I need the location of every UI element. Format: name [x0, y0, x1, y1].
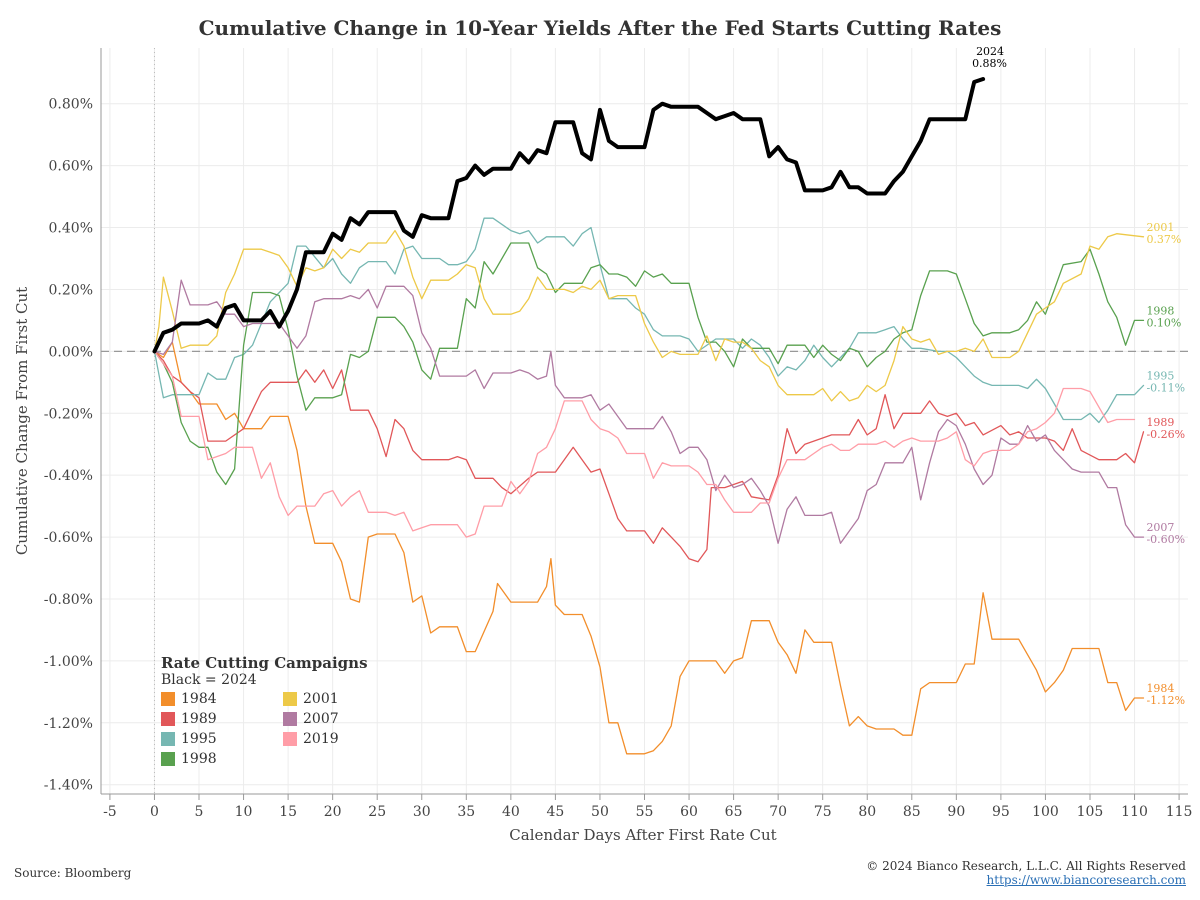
y-axis-title: Cumulative Change From First Cut [13, 287, 31, 555]
end-label-value-1984: -1.12% [1146, 694, 1185, 707]
x-tick-label: 30 [413, 804, 431, 820]
legend-label: 1984 [181, 691, 217, 707]
axes: -5 0 5 10 15 20 25 30 35 40 45 50 55 60 65 70 75 80 85 90 95… [44, 48, 1193, 820]
x-tick-label: 70 [769, 804, 787, 820]
x-tick-label: 15 [279, 804, 297, 820]
end-label-year-2024: 2024 [976, 45, 1004, 58]
y-tick-label: 0.20% [49, 282, 93, 298]
legend-items: 1984 2001 1989 2007 1995 2019 1998 [161, 690, 383, 768]
x-axis-title: Calendar Days After First Rate Cut [509, 826, 776, 844]
chart-title: Cumulative Change in 10-Year Yields Afte… [198, 16, 1002, 40]
legend-swatch [283, 732, 297, 746]
end-label-value-2001: 0.37% [1146, 233, 1181, 246]
x-tick-label: 110 [1121, 804, 1148, 820]
end-label-year-1998: 1998 [1146, 304, 1174, 317]
x-tick-label: 20 [324, 804, 342, 820]
legend-label: 2001 [303, 691, 339, 707]
legend-swatch [283, 692, 297, 706]
x-tick-label: 25 [368, 804, 386, 820]
x-tick-label: 105 [1077, 804, 1104, 820]
gridlines [101, 48, 1188, 794]
y-tick-label: -0.80% [44, 592, 93, 608]
end-label-value-1989: -0.26% [1146, 428, 1185, 441]
y-tick-label: 0.60% [49, 159, 93, 175]
legend-label: 1995 [181, 731, 217, 747]
end-label-year-2001: 2001 [1146, 221, 1174, 234]
y-tick-label: 0.40% [49, 221, 93, 237]
series-line-1989 [153, 350, 1145, 563]
legend-item-1984: 1984 [161, 690, 283, 708]
end-label-year-1984: 1984 [1146, 682, 1174, 695]
legend-swatch [161, 752, 175, 766]
series-line-2019 [153, 350, 1136, 538]
x-tick-label: 60 [680, 804, 698, 820]
y-tick-label: -0.40% [44, 468, 93, 484]
legend-title: Rate Cutting Campaigns [161, 654, 368, 672]
legend-item-1998: 1998 [161, 750, 283, 768]
series-line-2024 [152, 77, 986, 354]
legend-swatch [161, 692, 175, 706]
end-label-value-2007: -0.60% [1146, 533, 1185, 546]
legend: Rate Cutting Campaigns Black = 2024 1984… [161, 654, 383, 768]
x-tick-label: 50 [591, 804, 609, 820]
x-tick-label: 45 [546, 804, 564, 820]
end-label-value-1998: 0.10% [1146, 316, 1181, 329]
x-tick-label: 75 [814, 804, 832, 820]
series-line-1995 [153, 217, 1145, 424]
source-note: Source: Bloomberg [14, 866, 132, 880]
x-tick-label: 40 [502, 804, 520, 820]
x-tick-label: 55 [636, 804, 654, 820]
y-tick-label: -0.60% [44, 530, 93, 546]
x-tick-label: 35 [457, 804, 475, 820]
legend-label: 2019 [303, 731, 339, 747]
legend-label: 2007 [303, 711, 339, 727]
series-line-1998 [153, 242, 1145, 486]
x-tick-label: 90 [947, 804, 965, 820]
legend-label: 1998 [181, 751, 217, 767]
x-tick-label: 100 [1032, 804, 1059, 820]
x-tick-label: 5 [195, 804, 204, 820]
series-line-2007 [153, 279, 1145, 544]
x-tick-label: 80 [858, 804, 876, 820]
legend-subtitle: Black = 2024 [161, 672, 257, 688]
legend-label: 1989 [181, 711, 217, 727]
end-label-year-1989: 1989 [1146, 416, 1174, 429]
legend-item-1989: 1989 [161, 710, 283, 728]
website-link[interactable]: https://www.biancoresearch.com [986, 873, 1186, 887]
legend-item-2019: 2019 [283, 730, 383, 748]
y-tick-label: 0.80% [49, 97, 93, 113]
legend-swatch [161, 712, 175, 726]
x-tick-label: 115 [1166, 804, 1193, 820]
series-lines [152, 77, 1145, 755]
x-tick-label: 65 [725, 804, 743, 820]
copyright-text: © 2024 Bianco Research, L.L.C. All Right… [866, 859, 1186, 873]
end-label-year-1995: 1995 [1146, 369, 1174, 382]
series-line-1984 [153, 341, 1145, 755]
end-label-year-2007: 2007 [1146, 521, 1174, 534]
end-label-value-2024: 0.88% [972, 57, 1007, 70]
y-tick-label: 0.00% [49, 344, 93, 360]
legend-item-1995: 1995 [161, 730, 283, 748]
y-tick-label: -0.20% [44, 406, 93, 422]
y-tick-label: -1.00% [44, 654, 93, 670]
x-tick-label: -5 [103, 804, 117, 820]
legend-swatch [161, 732, 175, 746]
legend-item-2001: 2001 [283, 690, 383, 708]
x-tick-label: 95 [992, 804, 1010, 820]
x-tick-label: 85 [903, 804, 921, 820]
y-tick-label: -1.40% [44, 778, 93, 794]
y-tick-label: -1.20% [44, 716, 93, 732]
x-tick-label: 0 [150, 804, 159, 820]
legend-item-2007: 2007 [283, 710, 383, 728]
x-tick-label: 10 [235, 804, 253, 820]
legend-swatch [283, 712, 297, 726]
series-line-2001 [153, 229, 1145, 402]
copyright-block: © 2024 Bianco Research, L.L.C. All Right… [866, 859, 1186, 887]
end-label-value-1995: -0.11% [1146, 381, 1185, 394]
